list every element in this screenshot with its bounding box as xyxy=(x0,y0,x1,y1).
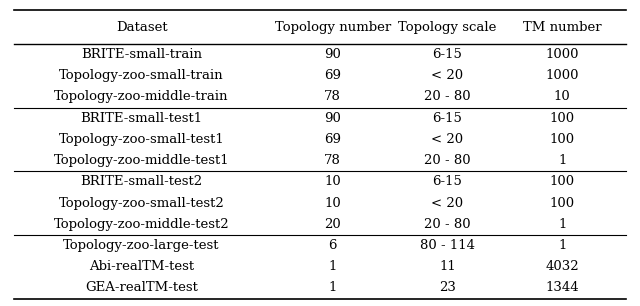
Text: 1: 1 xyxy=(558,239,566,252)
Text: 6-15: 6-15 xyxy=(433,48,462,61)
Text: 90: 90 xyxy=(324,112,341,125)
Text: Dataset: Dataset xyxy=(116,21,168,34)
Text: 10: 10 xyxy=(324,175,341,188)
Text: 6: 6 xyxy=(328,239,337,252)
Text: 10: 10 xyxy=(554,90,570,103)
Text: 1: 1 xyxy=(558,154,566,167)
Text: 20 - 80: 20 - 80 xyxy=(424,154,471,167)
Text: < 20: < 20 xyxy=(431,196,463,210)
Text: Topology-zoo-small-test1: Topology-zoo-small-test1 xyxy=(59,133,225,146)
Text: Topology-zoo-small-test2: Topology-zoo-small-test2 xyxy=(59,196,225,210)
Text: 1: 1 xyxy=(328,260,337,273)
Text: Topology-zoo-large-test: Topology-zoo-large-test xyxy=(63,239,220,252)
Text: 69: 69 xyxy=(324,133,341,146)
Text: < 20: < 20 xyxy=(431,133,463,146)
Text: 100: 100 xyxy=(550,133,575,146)
Text: BRITE-small-train: BRITE-small-train xyxy=(81,48,202,61)
Text: 1: 1 xyxy=(558,218,566,231)
Text: 78: 78 xyxy=(324,154,341,167)
Text: 90: 90 xyxy=(324,48,341,61)
Text: Topology-zoo-middle-train: Topology-zoo-middle-train xyxy=(54,90,229,103)
Text: BRITE-small-test1: BRITE-small-test1 xyxy=(81,112,203,125)
Text: 1: 1 xyxy=(328,282,337,294)
Text: BRITE-small-test2: BRITE-small-test2 xyxy=(81,175,203,188)
Text: Topology number: Topology number xyxy=(275,21,391,34)
Text: Topology scale: Topology scale xyxy=(398,21,497,34)
Text: 78: 78 xyxy=(324,90,341,103)
Text: 20 - 80: 20 - 80 xyxy=(424,90,471,103)
Text: 4032: 4032 xyxy=(545,260,579,273)
Text: 20: 20 xyxy=(324,218,341,231)
Text: 1344: 1344 xyxy=(545,282,579,294)
Text: 1000: 1000 xyxy=(545,69,579,82)
Text: Topology-zoo-middle-test2: Topology-zoo-middle-test2 xyxy=(54,218,229,231)
Text: Abi-realTM-test: Abi-realTM-test xyxy=(89,260,194,273)
Text: 6-15: 6-15 xyxy=(433,112,462,125)
Text: 20 - 80: 20 - 80 xyxy=(424,218,471,231)
Text: 6-15: 6-15 xyxy=(433,175,462,188)
Text: TM number: TM number xyxy=(523,21,602,34)
Text: Topology-zoo-small-train: Topology-zoo-small-train xyxy=(60,69,224,82)
Text: 10: 10 xyxy=(324,196,341,210)
Text: 100: 100 xyxy=(550,175,575,188)
Text: 100: 100 xyxy=(550,196,575,210)
Text: GEA-realTM-test: GEA-realTM-test xyxy=(85,282,198,294)
Text: 23: 23 xyxy=(439,282,456,294)
Text: Topology-zoo-middle-test1: Topology-zoo-middle-test1 xyxy=(54,154,229,167)
Text: 100: 100 xyxy=(550,112,575,125)
Text: 1000: 1000 xyxy=(545,48,579,61)
Text: 11: 11 xyxy=(439,260,456,273)
Text: < 20: < 20 xyxy=(431,69,463,82)
Text: 69: 69 xyxy=(324,69,341,82)
Text: 80 - 114: 80 - 114 xyxy=(420,239,475,252)
